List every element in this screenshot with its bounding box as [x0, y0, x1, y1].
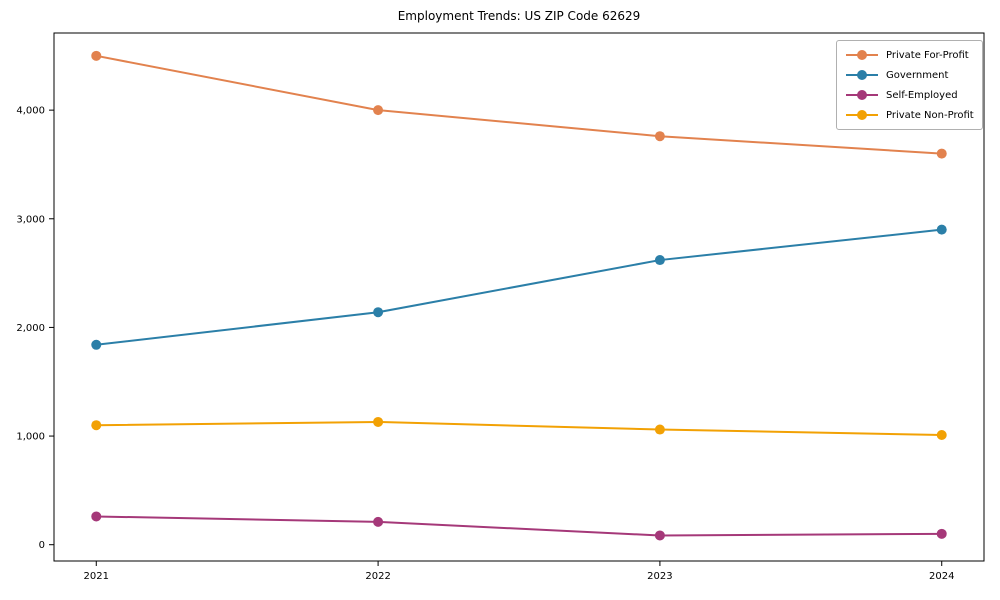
- chart-title: Employment Trends: US ZIP Code 62629: [397, 9, 641, 23]
- data-point-private-non-profit: [936, 429, 947, 440]
- data-point-private-for-profit: [373, 105, 384, 116]
- legend-item-government: Government: [845, 67, 974, 83]
- series-line-private-non-profit: [95, 420, 943, 436]
- y-tick-label: 4,000: [16, 106, 45, 117]
- series-line-private-for-profit: [95, 54, 943, 155]
- legend-item-self-employed: Self-Employed: [845, 87, 974, 103]
- legend-label: Self-Employed: [886, 89, 958, 101]
- data-point-self-employed: [654, 530, 665, 541]
- chart-legend: Private For-Profit Government Self-Emplo…: [836, 40, 983, 130]
- data-point-self-employed: [373, 516, 384, 527]
- data-point-private-non-profit: [91, 420, 102, 431]
- line-marker-icon: [845, 109, 879, 121]
- line-marker-icon: [845, 89, 879, 101]
- legend-item-private-for-profit: Private For-Profit: [845, 47, 974, 63]
- line-marker-icon: [845, 69, 879, 81]
- data-point-private-non-profit: [373, 416, 384, 427]
- x-tick-label: 2022: [365, 571, 390, 582]
- series-line-government: [95, 228, 943, 346]
- data-point-government: [91, 339, 102, 350]
- legend-label: Private Non-Profit: [886, 109, 974, 121]
- y-tick-label: 2,000: [16, 323, 45, 334]
- data-point-private-non-profit: [654, 424, 665, 435]
- data-point-self-employed: [91, 511, 102, 522]
- data-point-government: [654, 255, 665, 266]
- y-tick-label: 0: [39, 540, 45, 551]
- legend-label: Government: [886, 69, 949, 81]
- legend-label: Private For-Profit: [886, 49, 969, 61]
- y-tick-label: 3,000: [16, 214, 45, 225]
- data-point-government: [936, 224, 947, 235]
- plot-border: [53, 32, 985, 562]
- data-point-private-for-profit: [936, 148, 947, 159]
- legend-item-private-non-profit: Private Non-Profit: [845, 107, 974, 123]
- x-tick-label: 2023: [647, 571, 672, 582]
- data-point-private-for-profit: [654, 131, 665, 142]
- y-tick-label: 1,000: [16, 432, 45, 443]
- line-marker-icon: [845, 49, 879, 61]
- x-tick-label: 2021: [84, 571, 109, 582]
- data-point-government: [373, 307, 384, 318]
- series-line-self-employed: [95, 515, 943, 537]
- x-tick-label: 2024: [929, 571, 954, 582]
- data-point-private-for-profit: [91, 50, 102, 61]
- data-point-self-employed: [936, 528, 947, 539]
